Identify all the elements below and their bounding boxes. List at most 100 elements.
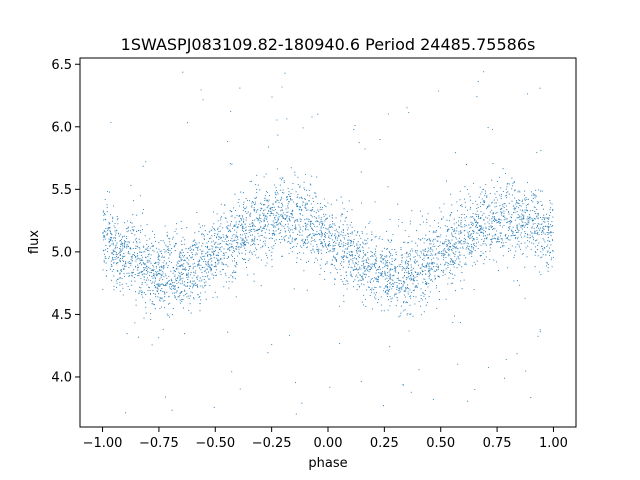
- scatter-point: [546, 217, 548, 219]
- scatter-point: [310, 223, 312, 225]
- scatter-point: [514, 211, 516, 213]
- scatter-point: [178, 281, 180, 283]
- scatter-point: [294, 174, 296, 176]
- scatter-point: [358, 246, 361, 248]
- scatter-point: [174, 271, 176, 273]
- scatter-point: [513, 181, 515, 183]
- scatter-point: [550, 223, 552, 225]
- scatter-point: [458, 225, 460, 227]
- scatter-point: [142, 165, 144, 167]
- scatter-point: [140, 251, 142, 253]
- scatter-point: [128, 272, 130, 274]
- scatter-point: [103, 230, 105, 232]
- scatter-point: [161, 265, 163, 267]
- scatter-point: [158, 283, 160, 285]
- scatter-point: [323, 215, 325, 217]
- scatter-point: [150, 262, 152, 264]
- scatter-point: [493, 237, 496, 239]
- scatter-point: [396, 286, 398, 288]
- scatter-point: [410, 291, 412, 293]
- scatter-point: [416, 250, 418, 252]
- scatter-point: [313, 210, 315, 212]
- scatter-point: [151, 282, 153, 284]
- scatter-point: [524, 190, 526, 192]
- scatter-point: [496, 230, 498, 232]
- scatter-point: [236, 263, 238, 266]
- scatter-point: [472, 212, 474, 214]
- scatter-point: [410, 277, 412, 279]
- scatter-point: [211, 260, 213, 262]
- scatter-point: [302, 238, 304, 240]
- scatter-point: [236, 255, 239, 257]
- scatter-point: [153, 285, 156, 287]
- scatter-point: [370, 239, 372, 241]
- scatter-point: [256, 188, 258, 190]
- scatter-point: [207, 261, 210, 263]
- scatter-point: [463, 279, 465, 281]
- scatter-point: [374, 286, 376, 288]
- scatter-point: [254, 240, 256, 242]
- scatter-point: [103, 260, 105, 262]
- scatter-point: [320, 220, 322, 223]
- scatter-point: [249, 213, 251, 215]
- scatter-point: [424, 250, 426, 252]
- scatter-point: [156, 286, 158, 288]
- scatter-point: [321, 208, 323, 210]
- scatter-point: [409, 304, 411, 306]
- scatter-point: [470, 233, 472, 235]
- scatter-point: [500, 238, 502, 240]
- scatter-point: [227, 249, 229, 251]
- scatter-point: [503, 215, 505, 217]
- scatter-point: [176, 264, 178, 266]
- scatter-point: [534, 254, 536, 256]
- scatter-point: [116, 282, 118, 284]
- scatter-point: [266, 216, 268, 218]
- scatter-point: [277, 224, 279, 226]
- scatter-point: [404, 229, 406, 232]
- scatter-point: [220, 258, 222, 260]
- scatter-point: [520, 225, 522, 227]
- scatter-point: [241, 224, 243, 226]
- scatter-point: [233, 226, 235, 228]
- scatter-point: [402, 285, 404, 287]
- scatter-point: [416, 260, 418, 262]
- scatter-point: [156, 272, 158, 274]
- x-axis: −1.00 −0.75 −0.50 −0.25 0.00 0.25 0.50 0.75 1.00: [83, 427, 568, 451]
- scatter-point: [209, 231, 211, 233]
- scatter-point: [418, 255, 420, 257]
- scatter-point: [500, 198, 502, 200]
- scatter-point: [223, 286, 225, 288]
- scatter-point: [168, 257, 170, 259]
- scatter-point: [436, 257, 438, 259]
- scatter-point: [421, 265, 423, 267]
- scatter-point: [445, 256, 447, 259]
- scatter-point: [295, 191, 297, 193]
- scatter-point: [182, 71, 184, 73]
- scatter-point: [289, 229, 292, 231]
- scatter-point: [528, 214, 530, 216]
- scatter-point: [275, 189, 278, 192]
- scatter-point: [524, 231, 526, 233]
- scatter-point: [405, 287, 407, 289]
- scatter-point: [133, 225, 135, 228]
- scatter-point: [150, 312, 152, 315]
- scatter-point: [178, 260, 180, 262]
- scatter-point: [358, 250, 360, 252]
- scatter-point: [152, 264, 154, 266]
- scatter-point: [453, 315, 456, 317]
- scatter-point: [309, 225, 311, 227]
- scatter-point: [458, 216, 460, 218]
- scatter-point: [544, 241, 546, 243]
- scatter-point: [389, 295, 391, 297]
- scatter-point: [361, 276, 363, 278]
- scatter-point: [182, 254, 184, 256]
- scatter-point: [263, 217, 265, 219]
- scatter-point: [471, 265, 473, 267]
- scatter-point: [461, 206, 463, 208]
- scatter-point: [454, 152, 456, 154]
- scatter-point: [214, 242, 216, 244]
- scatter-point: [393, 266, 396, 268]
- scatter-point: [321, 222, 323, 225]
- scatter-point: [112, 216, 114, 218]
- scatter-point: [158, 248, 160, 250]
